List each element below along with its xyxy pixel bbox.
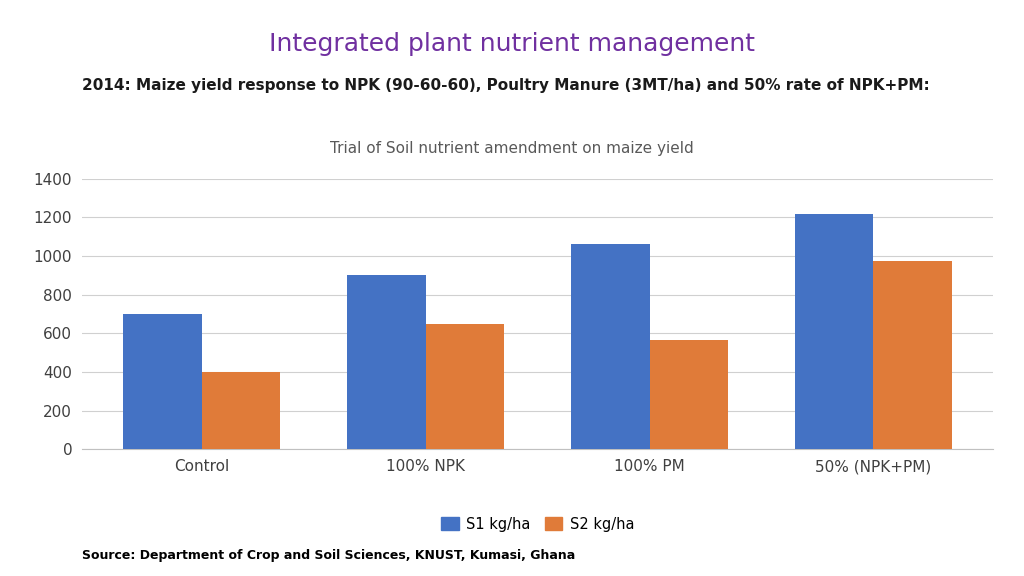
Bar — [202, 372, 281, 449]
Legend: S1 kg/ha, S2 kg/ha: S1 kg/ha, S2 kg/ha — [435, 511, 640, 537]
Bar — [873, 261, 952, 449]
Bar — [571, 244, 649, 449]
Text: Source: Department of Crop and Soil Sciences, KNUST, Kumasi, Ghana: Source: Department of Crop and Soil Scie… — [82, 548, 575, 562]
Bar — [123, 314, 202, 449]
Bar — [347, 275, 426, 449]
Text: Integrated plant nutrient management: Integrated plant nutrient management — [269, 32, 755, 56]
Text: Trial of Soil nutrient amendment on maize yield: Trial of Soil nutrient amendment on maiz… — [330, 141, 694, 156]
Text: 2014: Maize yield response to NPK (90-60-60), Poultry Manure (3MT/ha) and 50% ra: 2014: Maize yield response to NPK (90-60… — [82, 78, 930, 93]
Bar — [649, 340, 728, 449]
Bar — [426, 324, 504, 449]
Bar — [795, 214, 873, 449]
